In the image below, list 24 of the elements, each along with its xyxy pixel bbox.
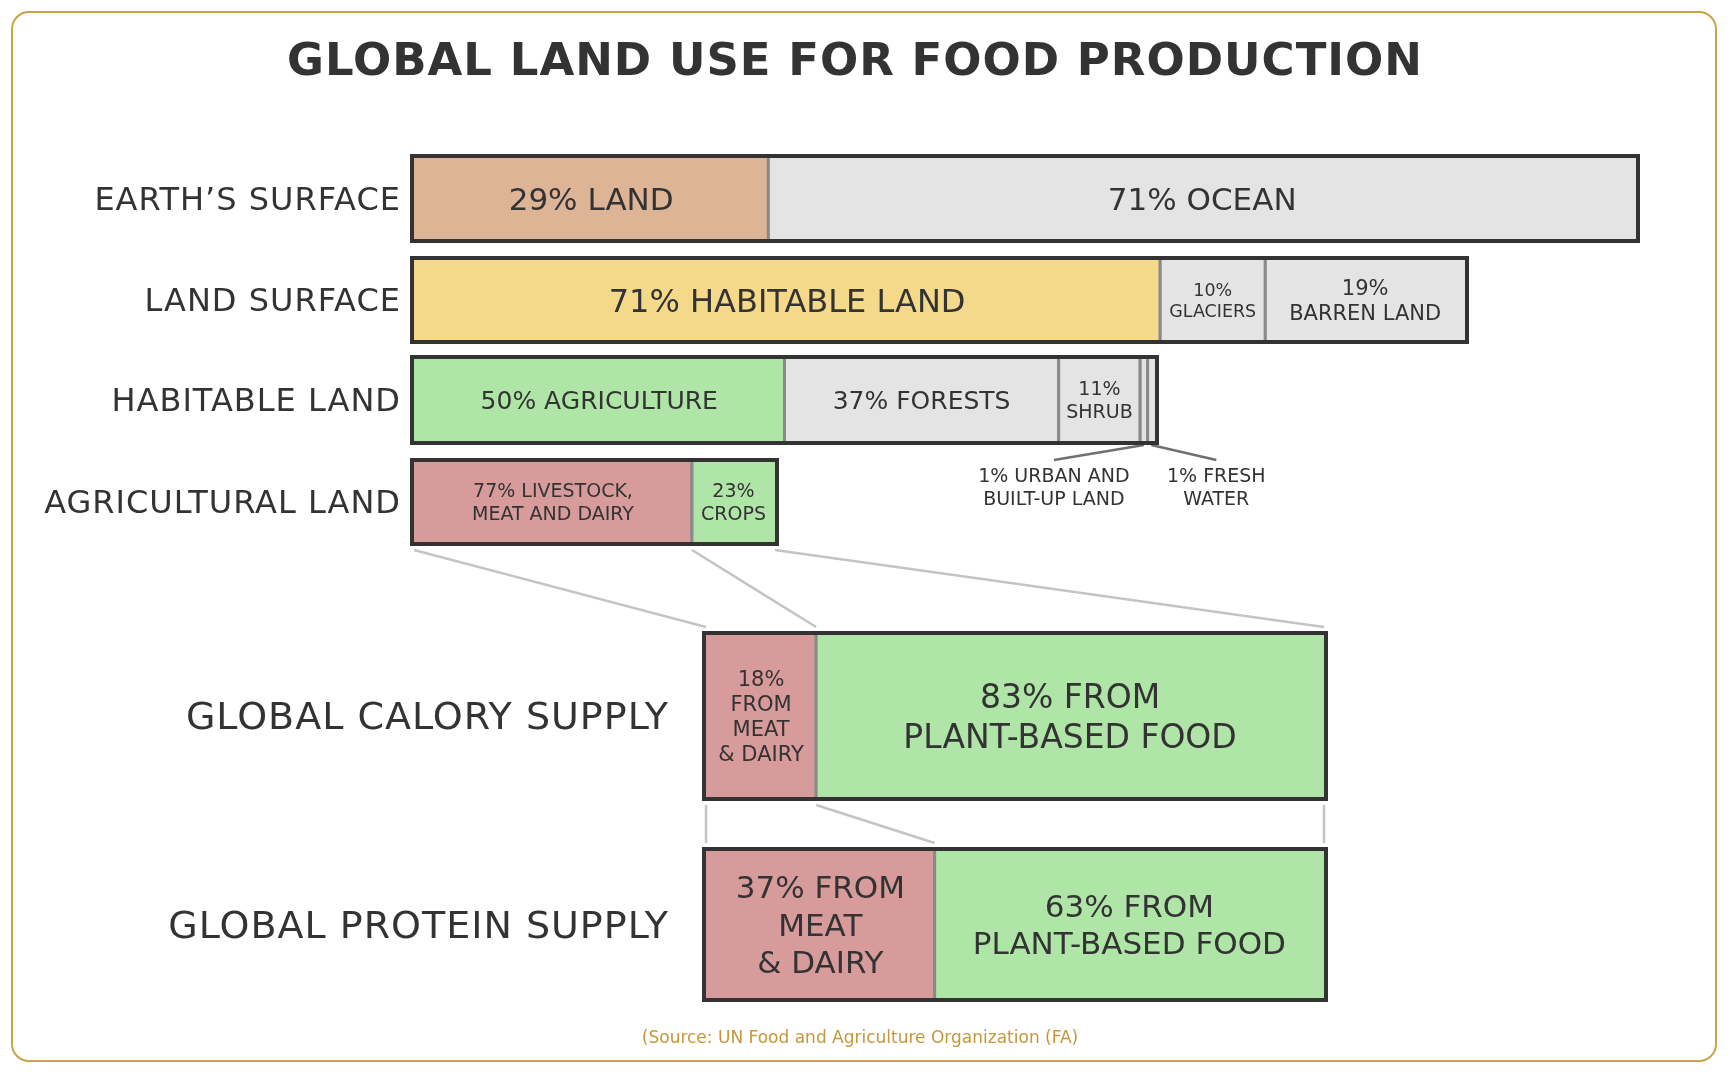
data-label: 37% FORESTS [832, 386, 1011, 415]
y-tick-label: EARTH’S SURFACE [94, 179, 401, 218]
data-label: 77% LIVESTOCK, MEAT AND DAIRY [472, 479, 635, 525]
y-tick-label: GLOBAL PROTEIN SUPPLY [168, 902, 669, 947]
data-label: 1% URBAN AND BUILT-UP LAND [978, 463, 1130, 510]
data-label: 1% FRESH WATER [1166, 463, 1266, 510]
data-label: 18% FROM MEAT & DAIRY [718, 665, 804, 767]
text: (Source: UN Food and Agriculture Organization (FA) [641, 1027, 1079, 1047]
y-tick-label: LAND SURFACE [144, 281, 401, 320]
data-label: 11% SHRUB [1066, 377, 1133, 423]
y-tick-label: HABITABLE LAND [111, 381, 401, 420]
data-label: 71% OCEAN [1107, 180, 1297, 217]
data-label: 19% BARREN LAND [1289, 275, 1442, 326]
y-tick-label: GLOBAL CALORY SUPPLY [185, 694, 669, 739]
data-label: 23% CROPS [701, 479, 766, 525]
data-label: 71% HABITABLE LAND [608, 281, 966, 320]
y-tick-label: AGRICULTURAL LAND [44, 483, 401, 522]
data-label: 10% GLACIERS [1169, 279, 1257, 321]
data-label: 37% FROM MEAT & DAIRY [735, 869, 905, 980]
data-label: 83% FROM PLANT-BASED FOOD [903, 677, 1237, 756]
data-label: 63% FROM PLANT-BASED FOOD [972, 888, 1286, 962]
data-label: 29% LAND [508, 180, 674, 217]
chart-title: GLOBAL LAND USE FOR FOOD PRODUCTION [286, 32, 1424, 88]
data-label: 50% AGRICULTURE [480, 386, 718, 415]
